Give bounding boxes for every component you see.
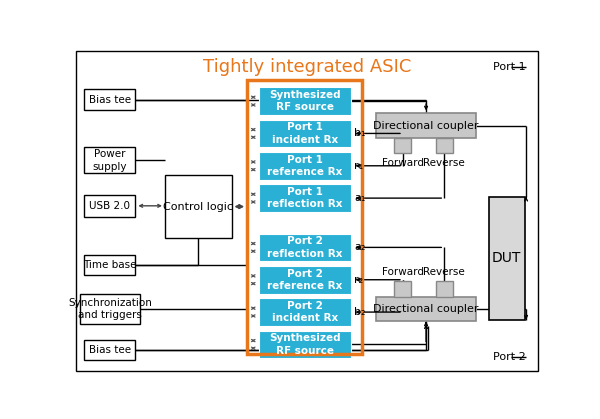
Text: Port 2: Port 2 [493,352,526,362]
Text: Synthesized
RF source: Synthesized RF source [269,333,341,356]
Bar [259,119,351,147]
Text: b₂: b₂ [354,307,365,317]
Bar [436,281,453,297]
Text: DUT: DUT [492,251,521,265]
Text: a₂: a₂ [354,243,365,252]
Bar [84,340,136,360]
Bar [436,138,453,153]
Text: r₁: r₁ [354,161,363,171]
Bar [247,80,362,354]
Text: Port 2
reference Rx: Port 2 reference Rx [268,269,343,291]
Text: r₂: r₂ [354,275,363,285]
Text: Bias tee: Bias tee [89,95,131,105]
Text: USB 2.0: USB 2.0 [89,201,130,211]
Bar [259,87,351,115]
Bar [84,195,136,217]
Bar [84,147,136,173]
Text: Tightly integrated ASIC: Tightly integrated ASIC [203,58,412,76]
Text: Port 2
incident Rx: Port 2 incident Rx [272,301,338,323]
Bar [259,184,351,212]
Bar [259,233,351,261]
Text: Power
supply: Power supply [92,149,127,172]
Text: Reverse: Reverse [424,267,465,277]
Bar [259,266,351,294]
Text: a₁: a₁ [354,193,365,203]
Text: Port 1
reflection Rx: Port 1 reflection Rx [268,187,343,210]
Text: Time base: Time base [83,260,137,270]
Bar [394,138,412,153]
Text: Bias tee: Bias tee [89,345,131,355]
Bar [84,255,136,275]
Text: Synchronization
and triggers: Synchronization and triggers [68,298,152,320]
Text: Forward: Forward [382,158,424,168]
Bar [489,197,524,320]
Bar [80,294,140,324]
Bar [394,281,412,297]
Text: Port 1: Port 1 [493,62,526,72]
Bar [376,114,476,138]
Text: Control logic: Control logic [163,202,233,212]
Text: Synthesized
RF source: Synthesized RF source [269,90,341,112]
Bar [259,298,351,326]
Text: Port 1
incident Rx: Port 1 incident Rx [272,122,338,145]
Bar [376,297,476,321]
Text: Port 2
reflection Rx: Port 2 reflection Rx [268,236,343,259]
Text: Directional coupler: Directional coupler [373,121,479,131]
Text: Reverse: Reverse [424,158,465,168]
Text: Directional coupler: Directional coupler [373,304,479,314]
Text: Port 1
reference Rx: Port 1 reference Rx [268,155,343,177]
Text: b₁: b₁ [354,129,365,138]
Bar [259,331,351,358]
Text: Forward: Forward [382,267,424,277]
Bar [84,89,136,110]
Bar [165,175,232,238]
Bar [259,152,351,180]
